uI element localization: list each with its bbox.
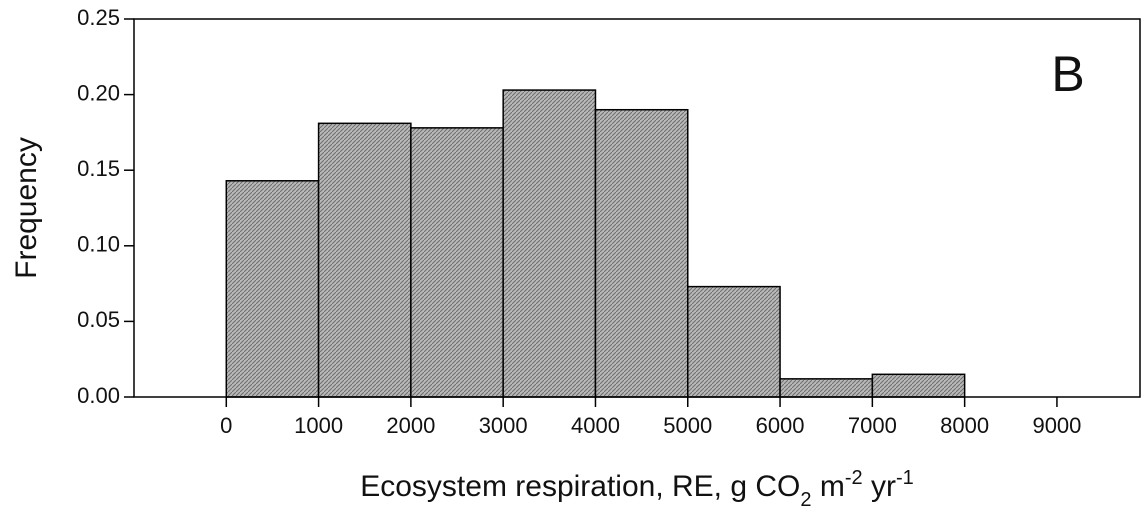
x-axis-label-part: yr — [863, 470, 896, 503]
x-tick-label: 8000 — [940, 413, 989, 438]
panel-label: B — [1051, 46, 1084, 102]
x-tick-label: 4000 — [571, 413, 620, 438]
plot-frame — [133, 18, 1141, 398]
x-tick-label: 7000 — [848, 413, 897, 438]
x-axis-label-part: -1 — [896, 467, 914, 489]
histogram-bar — [594, 108, 689, 398]
x-axis-label-part: m — [812, 470, 845, 503]
x-tick-label: 3000 — [479, 413, 528, 438]
y-axis-label: Frequency — [10, 137, 43, 279]
x-tick-label: 1000 — [294, 413, 343, 438]
y-tick-label: 0.00 — [77, 383, 120, 408]
histogram-bar — [687, 285, 781, 398]
histogram-bar — [502, 89, 597, 398]
x-tick-label: 2000 — [386, 413, 435, 438]
histogram-bar — [779, 378, 874, 398]
histogram-bar — [410, 127, 504, 398]
y-tick-label: 0.10 — [77, 232, 120, 257]
y-tick-label: 0.20 — [77, 80, 120, 105]
x-tick-label: 5000 — [663, 413, 712, 438]
histogram-bar — [871, 373, 966, 398]
x-axis-label-part: -2 — [845, 467, 863, 489]
x-tick-label: 6000 — [756, 413, 805, 438]
x-axis-label: Ecosystem respiration, RE, g CO2 m-2 yr-… — [360, 467, 914, 511]
x-tick-label: 0 — [220, 413, 232, 438]
y-tick-label: 0.05 — [77, 307, 120, 332]
histogram-bar — [317, 122, 412, 398]
x-axis-label-part: Ecosystem respiration, RE, g CO — [360, 470, 800, 503]
y-tick-label: 0.15 — [77, 156, 120, 181]
histogram-bar — [225, 180, 320, 398]
x-axis-label-part: 2 — [800, 489, 811, 511]
y-tick-label: 0.25 — [77, 5, 120, 30]
x-tick-label: 9000 — [1032, 413, 1081, 438]
